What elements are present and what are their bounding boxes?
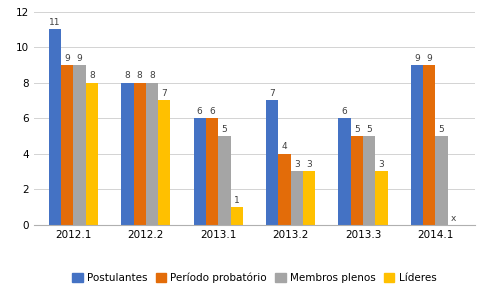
Bar: [363, 136, 375, 225]
Text: 3: 3: [306, 160, 312, 169]
Text: 8: 8: [124, 71, 130, 80]
Text: x: x: [451, 213, 456, 223]
Text: 5: 5: [221, 125, 227, 134]
Text: 7: 7: [269, 89, 275, 98]
Bar: [411, 65, 423, 225]
Bar: [290, 171, 303, 225]
Bar: [303, 171, 315, 225]
Bar: [158, 100, 170, 225]
Text: 6: 6: [342, 107, 348, 116]
Bar: [351, 136, 363, 225]
Bar: [338, 118, 351, 225]
Bar: [375, 171, 388, 225]
Bar: [49, 29, 61, 225]
Bar: [278, 154, 290, 225]
Text: 9: 9: [77, 54, 83, 63]
Text: 9: 9: [426, 54, 432, 63]
Bar: [86, 83, 98, 225]
Bar: [193, 118, 206, 225]
Text: 8: 8: [89, 71, 95, 80]
Bar: [73, 65, 86, 225]
Text: 4: 4: [282, 143, 287, 151]
Text: 9: 9: [414, 54, 420, 63]
Text: 1: 1: [234, 196, 240, 205]
Text: 3: 3: [379, 160, 384, 169]
Bar: [435, 136, 448, 225]
Bar: [423, 65, 435, 225]
Bar: [146, 83, 158, 225]
Bar: [218, 136, 230, 225]
Text: 8: 8: [137, 71, 143, 80]
Text: 5: 5: [439, 125, 444, 134]
Bar: [266, 100, 278, 225]
Bar: [61, 65, 73, 225]
Text: 8: 8: [149, 71, 155, 80]
Text: 6: 6: [197, 107, 203, 116]
Text: 11: 11: [49, 18, 60, 27]
Bar: [133, 83, 146, 225]
Text: 3: 3: [294, 160, 300, 169]
Bar: [206, 118, 218, 225]
Text: 7: 7: [161, 89, 167, 98]
Legend: Postulantes, Período probatório, Membros plenos, Líderes: Postulantes, Período probatório, Membros…: [68, 268, 441, 287]
Text: 9: 9: [64, 54, 70, 63]
Text: 5: 5: [354, 125, 360, 134]
Text: 5: 5: [366, 125, 372, 134]
Text: 6: 6: [209, 107, 215, 116]
Bar: [121, 83, 133, 225]
Bar: [230, 207, 243, 225]
